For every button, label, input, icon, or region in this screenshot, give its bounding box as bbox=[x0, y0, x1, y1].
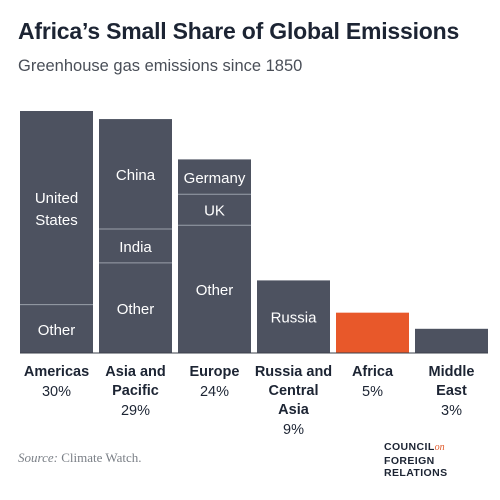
logo-line3: RELATIONS bbox=[384, 467, 448, 479]
segment-label-germany: Germany bbox=[184, 170, 246, 187]
bar-africa bbox=[336, 312, 409, 353]
category-label: Middle bbox=[429, 364, 475, 380]
logo-line2: FOREIGN bbox=[384, 454, 435, 467]
cfr-logo: COUNCILon FOREIGN RELATIONS bbox=[384, 441, 448, 480]
data-label: 3% bbox=[441, 403, 462, 419]
segment-label-uk: UK bbox=[204, 203, 225, 220]
data-label: 5% bbox=[362, 384, 383, 400]
category-label: Central bbox=[269, 383, 319, 399]
segment-label-other: Other bbox=[38, 322, 76, 339]
data-label: 30% bbox=[42, 384, 71, 400]
chart-subtitle: Greenhouse gas emissions since 1850 bbox=[18, 57, 303, 75]
category-label: Asia and bbox=[105, 364, 165, 380]
logo-line1: COUNCIL bbox=[384, 441, 435, 453]
source-text: Climate Watch. bbox=[57, 450, 142, 465]
category-label: Americas bbox=[24, 364, 89, 380]
segment-label-other: Other bbox=[196, 282, 234, 299]
category-label: East bbox=[436, 383, 467, 399]
bar-russia-and-central-asia bbox=[257, 280, 330, 353]
logo-line1-suffix: on bbox=[434, 442, 445, 453]
bar-europe bbox=[178, 159, 251, 353]
segment-label-united: United bbox=[35, 190, 78, 207]
segment-label-russia: Russia bbox=[271, 310, 318, 327]
segment-label-china: China bbox=[116, 167, 156, 184]
segment-label-states: States bbox=[35, 212, 78, 229]
bar-asia-and-pacific bbox=[99, 119, 172, 353]
category-label: Russia and bbox=[255, 364, 332, 380]
data-label: 24% bbox=[200, 384, 229, 400]
segment-label-other: Other bbox=[117, 301, 155, 318]
bar-middle-east bbox=[415, 328, 488, 353]
source-prefix: Source: bbox=[18, 450, 58, 465]
category-label: Africa bbox=[352, 364, 394, 380]
data-label: 9% bbox=[283, 422, 304, 438]
data-label: 29% bbox=[121, 403, 150, 419]
segment-label-india: India bbox=[119, 239, 152, 256]
bar-americas bbox=[20, 111, 93, 353]
category-label: Asia bbox=[278, 402, 310, 418]
category-label: Pacific bbox=[112, 383, 159, 399]
category-label: Europe bbox=[190, 364, 240, 380]
chart-title: Africa’s Small Share of Global Emissions bbox=[18, 18, 460, 44]
source-note: Source: Climate Watch. bbox=[18, 450, 142, 466]
